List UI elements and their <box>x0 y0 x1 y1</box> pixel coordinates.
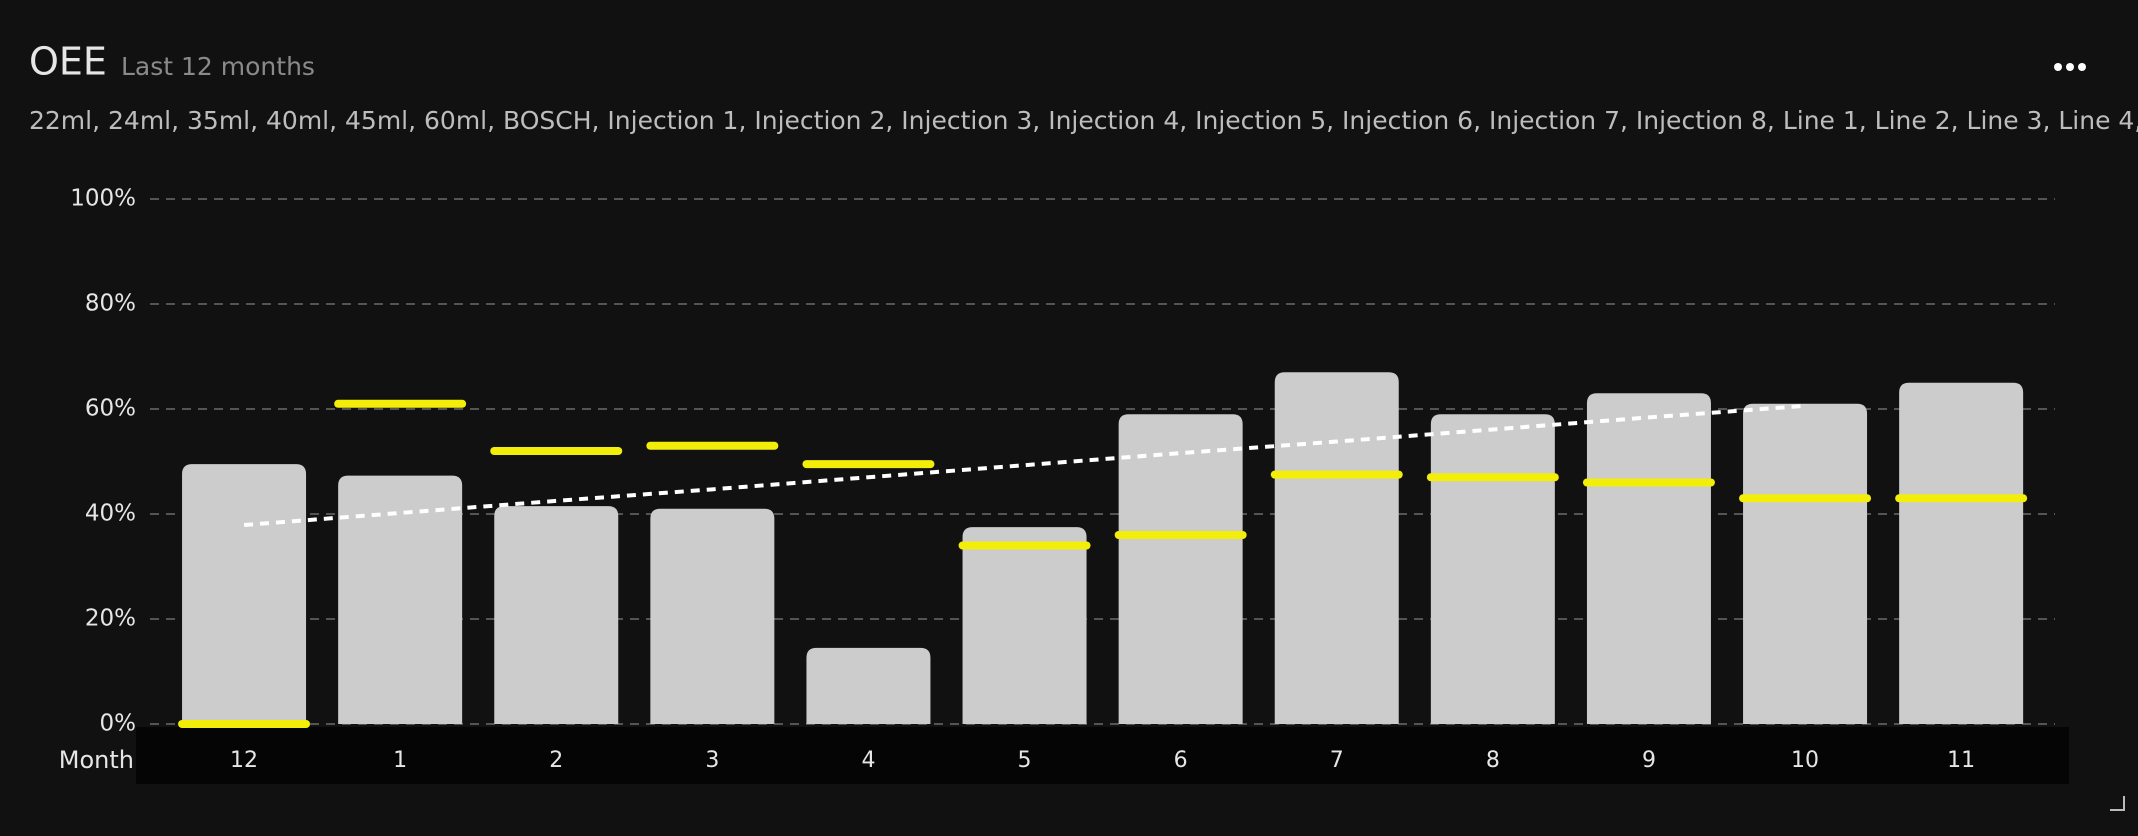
x-tick-label: 6 <box>1174 748 1188 773</box>
menu-dot[interactable] <box>2078 63 2086 71</box>
trend-line <box>243 403 1806 528</box>
menu-dot[interactable] <box>2054 63 2062 71</box>
bar <box>806 647 931 724</box>
y-tick-label: 40% <box>85 501 136 527</box>
bar <box>1586 393 1711 724</box>
y-tick-label: 100% <box>70 186 136 212</box>
filter-text: 22ml, 24ml, 35ml, 40ml, 45ml, 60ml, BOSC… <box>29 106 2138 135</box>
bar <box>962 527 1087 724</box>
bar <box>1743 403 1868 724</box>
x-tick-label: 12 <box>230 748 258 773</box>
x-tick-label: 1 <box>393 748 407 773</box>
x-tick-label: 4 <box>861 748 875 773</box>
bar <box>494 506 619 724</box>
x-tick-label: 7 <box>1330 748 1344 773</box>
bar <box>182 464 307 724</box>
menu-button[interactable] <box>2054 63 2086 71</box>
bar <box>1118 414 1243 724</box>
y-tick-label: 0% <box>100 711 137 737</box>
bar <box>1430 414 1555 724</box>
x-tick-label: 5 <box>1018 748 1032 773</box>
chart-title: OEE <box>29 40 107 84</box>
y-tick-label: 60% <box>85 396 136 422</box>
resize-handle[interactable] <box>2110 796 2125 811</box>
x-tick-label: 3 <box>705 748 719 773</box>
bar <box>338 475 463 724</box>
x-tick-label: 9 <box>1642 748 1656 773</box>
y-tick-label: 20% <box>85 606 136 632</box>
bar <box>650 508 775 724</box>
x-tick-label: 2 <box>549 748 563 773</box>
menu-dot[interactable] <box>2066 63 2074 71</box>
chart-subtitle: Last 12 months <box>121 52 315 81</box>
y-tick-label: 80% <box>85 291 136 317</box>
x-axis-label: Month <box>59 746 134 774</box>
x-tick-label: 8 <box>1486 748 1500 773</box>
x-tick-label: 11 <box>1947 748 1975 773</box>
bar <box>1899 382 2024 724</box>
bar <box>1274 372 1399 724</box>
x-axis-band <box>136 727 2069 784</box>
x-tick-label: 10 <box>1791 748 1819 773</box>
